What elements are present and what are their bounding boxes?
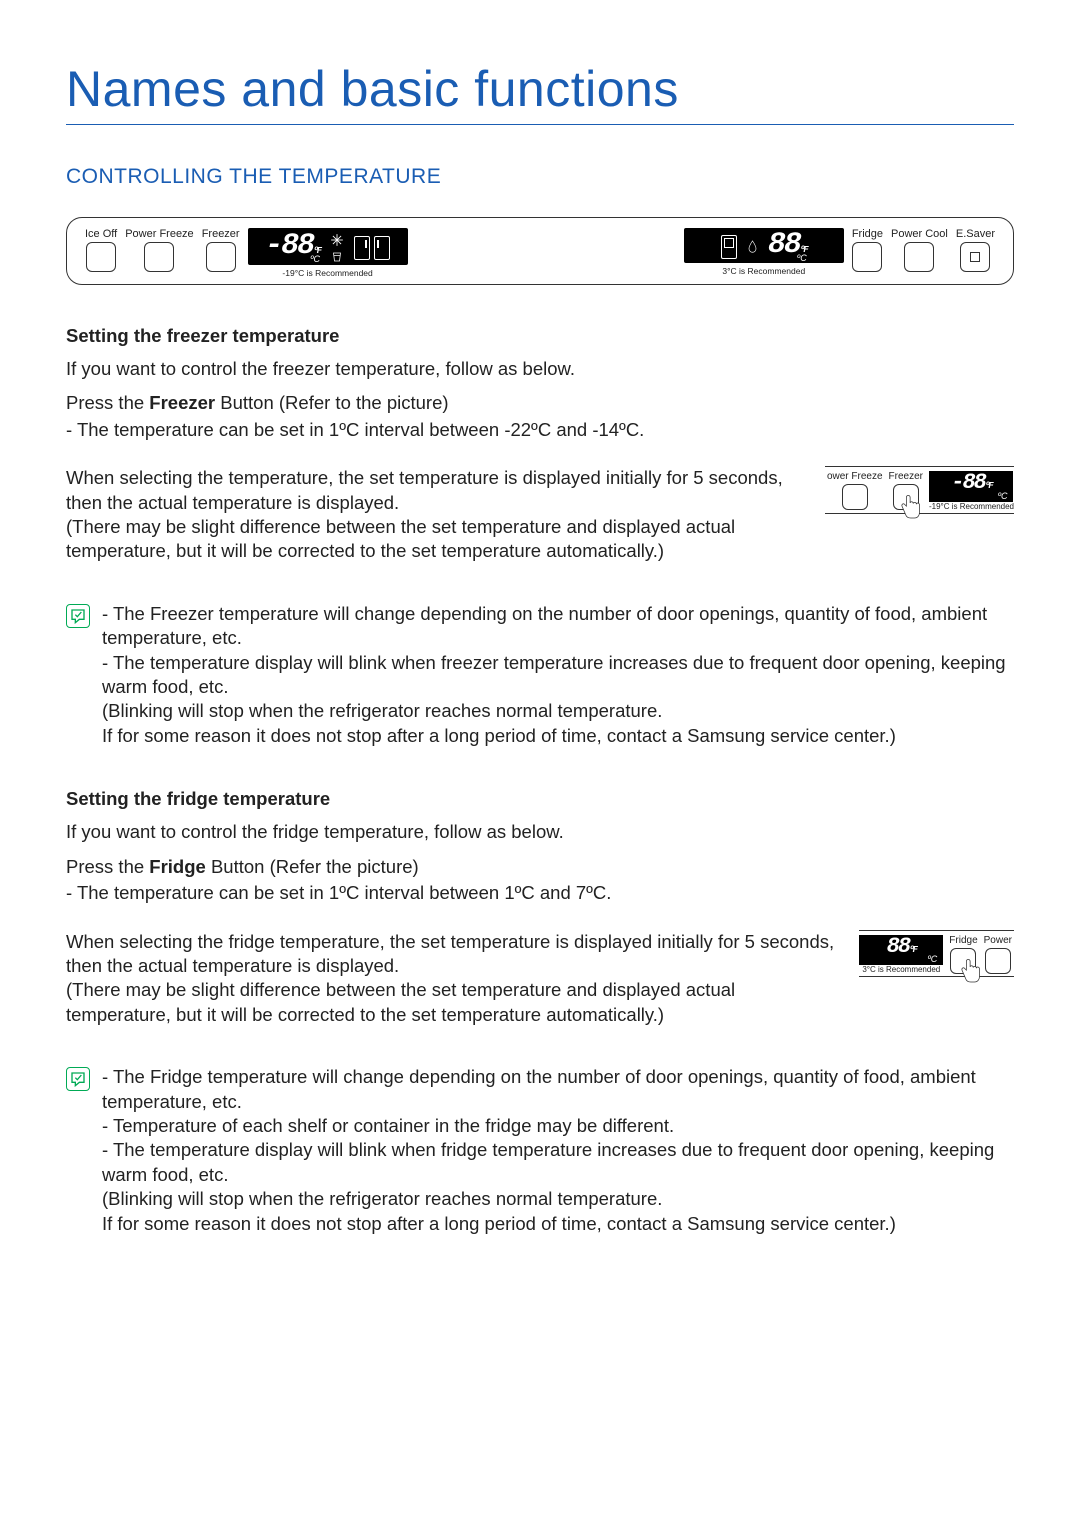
fridge-range: - The temperature can be set in 1ºC inte… bbox=[66, 881, 1014, 905]
fig-freezer-button: Freezer bbox=[889, 471, 923, 510]
door-open-icon bbox=[354, 236, 390, 260]
power-cool-button[interactable]: Power Cool bbox=[891, 228, 948, 272]
note-icon bbox=[66, 604, 90, 628]
note-line: - The Freezer temperature will change de… bbox=[102, 602, 1014, 651]
freezer-temp-value: -88 bbox=[265, 229, 313, 263]
freezer-display: -88ºF ºC bbox=[248, 228, 408, 265]
unit-c: ºC bbox=[310, 256, 320, 262]
right-button-group: Fridge Power Cool E.Saver bbox=[852, 228, 995, 272]
fridge-heading: Setting the fridge temperature bbox=[66, 788, 1014, 810]
rec: -19°C is Recommended bbox=[929, 502, 1014, 511]
freezer-button[interactable]: Freezer bbox=[202, 228, 240, 272]
fridge-temp-value: 88 bbox=[768, 228, 800, 262]
button-label: E.Saver bbox=[956, 228, 995, 240]
fridge-display-wrap: 88ºF ºC 3°C is Recommended bbox=[684, 228, 844, 276]
text: Button (Refer to the picture) bbox=[215, 392, 448, 413]
label: Fridge bbox=[949, 935, 977, 946]
esaver-button[interactable]: E.Saver bbox=[956, 228, 995, 272]
note-line: - Temperature of each shelf or container… bbox=[102, 1114, 1014, 1138]
filter-icon bbox=[721, 235, 737, 259]
fig-power-button: Power bbox=[984, 935, 1012, 974]
button-label: Freezer bbox=[202, 228, 240, 240]
drop-icon bbox=[747, 240, 758, 254]
note-list: - The Fridge temperature will change dep… bbox=[102, 1065, 1014, 1236]
note-line: - The temperature display will blink whe… bbox=[102, 651, 1014, 700]
fridge-detail: When selecting the fridge temperature, t… bbox=[66, 930, 839, 1028]
fridge-press: Press the Fridge Button (Refer the pictu… bbox=[66, 855, 1014, 879]
button-box bbox=[206, 242, 236, 272]
hand-pointer-icon bbox=[959, 957, 985, 987]
freezer-press: Press the Freezer Button (Refer to the p… bbox=[66, 391, 1014, 415]
freezer-heading: Setting the freezer temperature bbox=[66, 325, 1014, 347]
button-label: Fridge bbox=[852, 228, 883, 240]
label: Power bbox=[984, 935, 1012, 946]
note-list: - The Freezer temperature will change de… bbox=[102, 602, 1014, 748]
button-label: Power Cool bbox=[891, 228, 948, 240]
cup-icon bbox=[331, 251, 343, 263]
fridge-figure: 88ºF ºC 3°C is Recommended Fridge Power bbox=[859, 930, 1014, 978]
power-freeze-button[interactable]: Power Freeze bbox=[125, 228, 193, 272]
button-box bbox=[852, 242, 882, 272]
label: Freezer bbox=[889, 471, 923, 482]
text: Press the bbox=[66, 392, 149, 413]
fridge-button[interactable]: Fridge bbox=[852, 228, 883, 272]
freezer-figure: ower Freeze Freezer -88ºF ºC -19°C is Re… bbox=[825, 466, 1014, 514]
freezer-temp: -88ºF ºC bbox=[265, 234, 320, 262]
button-box bbox=[960, 242, 990, 272]
freezer-display-wrap: -88ºF ºC -19°C is Recommended bbox=[248, 228, 408, 278]
note-line: If for some reason it does not stop afte… bbox=[102, 1212, 1014, 1236]
value: -88 bbox=[951, 470, 985, 495]
freezer-intro: If you want to control the freezer tempe… bbox=[66, 357, 1014, 381]
button-label: Power Freeze bbox=[125, 228, 193, 240]
fridge-bold: Fridge bbox=[149, 856, 206, 877]
fig-freezer-display: -88ºF ºC bbox=[929, 471, 1013, 502]
button-box bbox=[842, 484, 868, 510]
fridge-recommended: 3°C is Recommended bbox=[722, 266, 805, 276]
unit-c: ºC bbox=[797, 255, 807, 261]
fridge-temp: 88ºF ºC bbox=[768, 233, 807, 261]
note-line: (Blinking will stop when the refrigerato… bbox=[102, 1187, 1014, 1211]
fridge-section: Setting the fridge temperature If you wa… bbox=[66, 788, 1014, 905]
button-label: Ice Off bbox=[85, 228, 117, 240]
text: Press the bbox=[66, 856, 149, 877]
label: ower Freeze bbox=[827, 471, 883, 482]
note-line: - The Fridge temperature will change dep… bbox=[102, 1065, 1014, 1114]
note-line: - The temperature display will blink whe… bbox=[102, 1138, 1014, 1187]
note-icon bbox=[66, 1067, 90, 1091]
note-line: (Blinking will stop when the refrigerato… bbox=[102, 699, 1014, 723]
button-box bbox=[985, 948, 1011, 974]
fig-fridge-display: 88ºF ºC bbox=[859, 935, 943, 966]
freezer-bold: Freezer bbox=[149, 392, 215, 413]
fridge-notes: - The Fridge temperature will change dep… bbox=[66, 1065, 1014, 1236]
left-button-group: Ice Off Power Freeze Freezer bbox=[85, 228, 240, 272]
fridge-display: 88ºF ºC bbox=[684, 228, 844, 263]
freezer-section: Setting the freezer temperature If you w… bbox=[66, 325, 1014, 442]
hand-pointer-icon bbox=[899, 493, 925, 523]
value: 88 bbox=[887, 934, 909, 959]
snowflake-icon bbox=[330, 233, 344, 247]
fridge-detail-row: When selecting the fridge temperature, t… bbox=[66, 930, 1014, 1038]
freezer-notes: - The Freezer temperature will change de… bbox=[66, 602, 1014, 748]
fridge-intro: If you want to control the fridge temper… bbox=[66, 820, 1014, 844]
page-title: Names and basic functions bbox=[66, 60, 1014, 125]
fig-power-freeze: ower Freeze bbox=[827, 471, 883, 510]
control-panel: Ice Off Power Freeze Freezer -88ºF ºC bbox=[66, 217, 1014, 285]
ice-off-button[interactable]: Ice Off bbox=[85, 228, 117, 272]
section-heading: CONTROLLING THE TEMPERATURE bbox=[66, 165, 1014, 189]
freezer-recommended: -19°C is Recommended bbox=[282, 268, 372, 278]
freezer-detail: When selecting the temperature, the set … bbox=[66, 466, 805, 564]
freezer-range: - The temperature can be set in 1ºC inte… bbox=[66, 418, 1014, 442]
freezer-detail-row: When selecting the temperature, the set … bbox=[66, 466, 1014, 574]
rec: 3°C is Recommended bbox=[862, 965, 940, 974]
text: Button (Refer the picture) bbox=[206, 856, 419, 877]
button-box bbox=[904, 242, 934, 272]
button-box bbox=[86, 242, 116, 272]
button-box bbox=[144, 242, 174, 272]
note-line: If for some reason it does not stop afte… bbox=[102, 724, 1014, 748]
fig-fridge-button: Fridge bbox=[949, 935, 977, 974]
